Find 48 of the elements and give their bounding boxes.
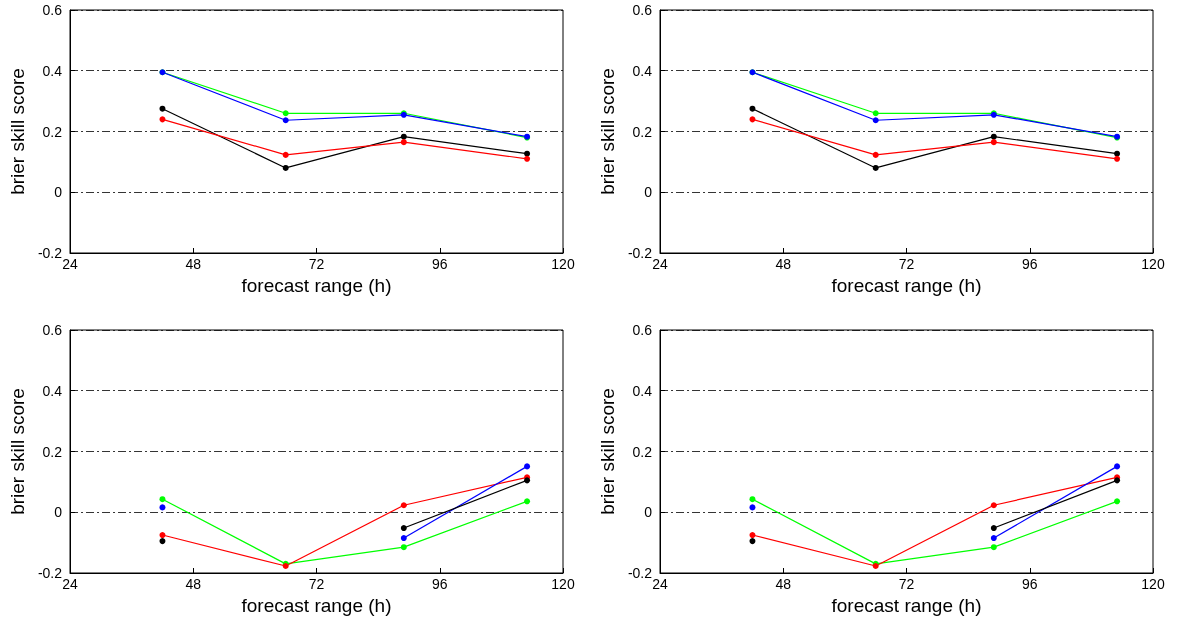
y-tick-label: -0.2 xyxy=(37,245,63,261)
x-axis-title: forecast range (h) xyxy=(831,594,982,616)
y-tick-label: 0.2 xyxy=(632,123,653,140)
y-tick-label: 0.6 xyxy=(632,2,653,18)
x-tick-label: 120 xyxy=(551,256,575,272)
x-tick-label: 96 xyxy=(431,256,448,272)
y-axis-title: brier skill score xyxy=(597,68,618,195)
x-axis-title: forecast range (h) xyxy=(831,274,982,296)
y-tick-label: 0.4 xyxy=(42,62,63,79)
y-tick-label: 0.4 xyxy=(632,62,653,79)
x-tick-label: 120 xyxy=(551,576,575,592)
x-tick-label: 72 xyxy=(898,256,915,272)
y-tick-label: 0.6 xyxy=(42,322,63,338)
x-tick-label: 96 xyxy=(1021,576,1038,592)
y-axis-title: brier skill score xyxy=(7,388,28,515)
x-tick-label: 72 xyxy=(308,256,325,272)
y-axis-title: brier skill score xyxy=(7,68,28,195)
x-tick-label: 48 xyxy=(185,256,202,272)
y-tick-label: 0.6 xyxy=(632,322,653,338)
y-tick-label: -0.2 xyxy=(627,245,653,261)
x-tick-label: 72 xyxy=(898,576,915,592)
y-tick-label: -0.2 xyxy=(37,565,63,581)
x-tick-label: 120 xyxy=(1141,256,1165,272)
x-axis-title: forecast range (h) xyxy=(241,594,392,616)
y-tick-label: 0.2 xyxy=(42,123,63,140)
x-tick-label: 120 xyxy=(1141,576,1165,592)
x-tick-label: 96 xyxy=(1021,256,1038,272)
y-tick-label: 0.2 xyxy=(42,443,63,460)
x-tick-label: 72 xyxy=(308,576,325,592)
x-tick-label: 24 xyxy=(652,256,669,272)
x-tick-label: 48 xyxy=(775,256,792,272)
y-tick-label: 0.2 xyxy=(632,443,653,460)
y-tick-label: 0 xyxy=(54,184,63,201)
x-tick-label: 96 xyxy=(431,576,448,592)
x-tick-label: 48 xyxy=(185,576,202,592)
x-tick-label: 48 xyxy=(775,576,792,592)
x-tick-label: 24 xyxy=(62,576,79,592)
y-tick-label: 0 xyxy=(54,504,63,521)
y-tick-label: 0 xyxy=(644,184,653,201)
x-tick-label: 24 xyxy=(62,256,79,272)
y-tick-label: 0.4 xyxy=(632,382,653,399)
x-axis-title: forecast range (h) xyxy=(241,274,392,296)
y-tick-label: 0.6 xyxy=(42,2,63,18)
y-tick-label: 0 xyxy=(644,504,653,521)
y-tick-label: 0.4 xyxy=(42,382,63,399)
y-axis-title: brier skill score xyxy=(597,388,618,515)
x-tick-label: 24 xyxy=(652,576,669,592)
y-tick-label: -0.2 xyxy=(627,565,653,581)
